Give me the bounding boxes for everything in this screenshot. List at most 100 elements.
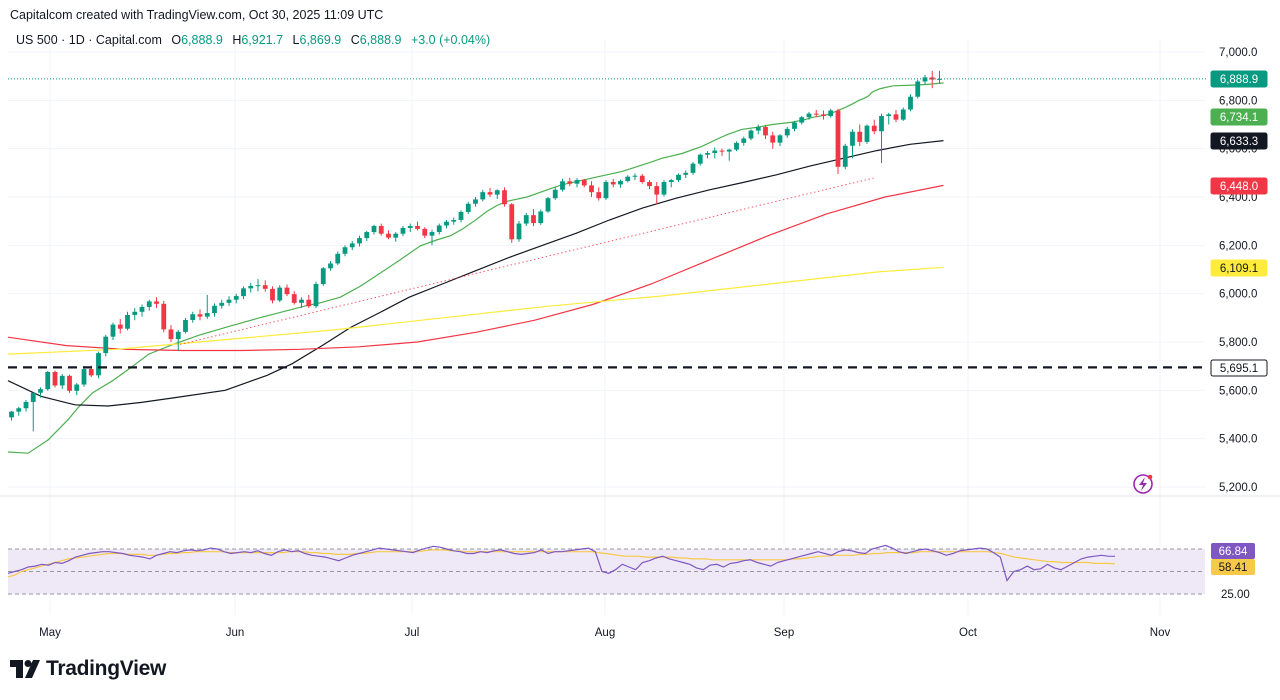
candle <box>806 111 812 120</box>
price-tick-label: 6,000.0 <box>1219 289 1257 301</box>
price-tag-label: 6,448.0 <box>1220 181 1258 193</box>
candle <box>545 197 551 213</box>
chart-grid <box>0 40 1280 615</box>
candle <box>183 317 188 334</box>
low-label: L <box>292 33 300 47</box>
candle-body <box>806 113 812 118</box>
candle-body <box>480 192 486 200</box>
candle <box>712 147 718 159</box>
candle <box>915 79 921 99</box>
candle <box>407 223 413 233</box>
candle-body <box>342 247 348 254</box>
candle <box>204 294 210 320</box>
candle-body <box>204 313 210 317</box>
candle <box>647 180 652 190</box>
candle <box>139 304 145 317</box>
price-tag-label: 6,888.9 <box>1220 74 1258 86</box>
candle-body <box>538 211 544 224</box>
candle <box>908 94 913 112</box>
candle <box>654 182 660 205</box>
candle-body <box>545 198 551 212</box>
candle-body <box>502 190 507 205</box>
candle-body <box>494 190 500 195</box>
candle <box>400 226 406 237</box>
candle <box>690 161 696 175</box>
candle <box>618 179 623 188</box>
candle-body <box>625 176 631 182</box>
candle-body <box>277 287 283 301</box>
candle <box>436 223 442 235</box>
candle <box>639 174 645 184</box>
candle-body <box>422 228 428 236</box>
price-tag: 6,633.3 <box>1210 132 1268 150</box>
candle <box>480 189 486 202</box>
price-tag-label: 6,734.1 <box>1220 112 1258 124</box>
candle-body <box>30 392 36 402</box>
candle <box>799 116 805 125</box>
candle <box>886 112 892 125</box>
candle-body <box>284 287 290 295</box>
horizontal-line <box>8 78 1208 369</box>
candle-body <box>175 331 181 340</box>
candle-body <box>183 320 188 332</box>
candle <box>168 325 174 342</box>
candle-body <box>509 204 515 240</box>
symbol-label[interactable]: US 500 · 1D · Capital.com <box>16 33 162 47</box>
candle-body <box>248 285 254 289</box>
candle-body <box>313 284 319 307</box>
candle <box>74 383 80 396</box>
tradingview-brand[interactable]: TradingView <box>10 657 166 681</box>
tradingview-logo-icon <box>10 660 40 678</box>
candle-body <box>828 110 834 117</box>
candle <box>161 300 167 333</box>
candle <box>603 180 609 200</box>
candle <box>175 329 181 351</box>
candle <box>233 293 239 304</box>
candle <box>893 110 899 123</box>
candle-body <box>320 268 326 284</box>
time-tick-label: Aug <box>595 627 615 639</box>
candle <box>146 299 152 311</box>
candle-body <box>581 180 587 186</box>
time-tick-label: May <box>39 627 61 639</box>
candle <box>574 178 580 188</box>
candle-body <box>639 175 645 183</box>
candle <box>154 297 159 309</box>
candle-body <box>262 285 268 289</box>
candle <box>444 219 449 229</box>
candle <box>741 136 747 146</box>
candle-body <box>937 78 942 80</box>
candle-body <box>741 138 747 143</box>
candle <box>560 178 565 192</box>
rsi-band <box>8 548 1205 595</box>
candle-body <box>618 181 623 185</box>
candle-body <box>429 232 435 236</box>
moving-average-lines <box>7 82 944 454</box>
candle-body <box>850 131 855 146</box>
candle-body <box>400 227 406 234</box>
candle-body <box>255 285 261 287</box>
candle-body <box>110 324 116 337</box>
candles <box>9 70 942 432</box>
candle <box>864 124 870 144</box>
candle-body <box>168 329 174 340</box>
candle-body <box>799 117 805 123</box>
lightning-icon[interactable] <box>1133 474 1153 494</box>
candle-body <box>81 369 87 385</box>
rsi-line <box>7 544 1116 582</box>
rsi-tag: 58.41 <box>1211 559 1255 575</box>
candle-body <box>9 411 14 418</box>
candle-body <box>132 311 138 315</box>
price-tag-label: 5,695.1 <box>1220 363 1258 375</box>
candle <box>415 221 420 231</box>
candle <box>248 282 254 293</box>
candle-body <box>291 294 297 303</box>
candle-body <box>770 135 776 143</box>
candle <box>386 230 391 240</box>
candle-body <box>589 185 594 193</box>
candle-body <box>125 314 130 329</box>
candle-body <box>67 375 72 391</box>
candle-body <box>726 149 732 152</box>
candle <box>103 334 109 357</box>
